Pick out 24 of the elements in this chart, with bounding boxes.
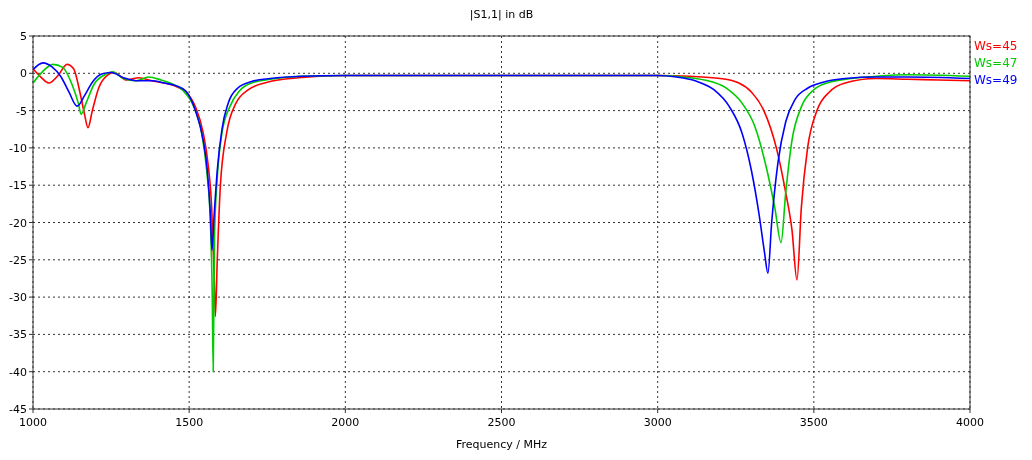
- line-series: [32, 62, 971, 275]
- x-tick-label: 3500: [799, 416, 828, 429]
- y-tick-label: -45: [9, 403, 27, 416]
- x-tick-label: 1000: [19, 416, 47, 429]
- x-tick-label: 3000: [643, 416, 672, 429]
- y-tick-label: -30: [9, 291, 27, 305]
- x-tick-label: 4000: [956, 416, 984, 429]
- y-tick-label: -5: [16, 104, 27, 118]
- y-tick-label: 5: [20, 30, 27, 43]
- y-tick-label: -10: [9, 141, 27, 155]
- x-axis-title: Frequency / MHz: [455, 438, 548, 451]
- series-label: Ws=49: [974, 73, 1018, 87]
- series-label: Ws=47: [974, 56, 1018, 70]
- y-tick-label: -40: [9, 365, 27, 379]
- x-tick-label: 2500: [487, 416, 516, 429]
- x-tick-label: 1500: [175, 416, 204, 429]
- x-tick-label: 2000: [331, 416, 360, 429]
- chart-title: |S1,1| in dB: [469, 8, 534, 21]
- y-tick-label: -25: [9, 253, 27, 267]
- y-tick-label: -20: [9, 216, 27, 230]
- y-tick-label: -35: [9, 328, 27, 342]
- y-tick-label: -15: [9, 179, 27, 193]
- y-tick-label: 0: [20, 67, 27, 81]
- text: Ws=45: [974, 39, 1018, 53]
